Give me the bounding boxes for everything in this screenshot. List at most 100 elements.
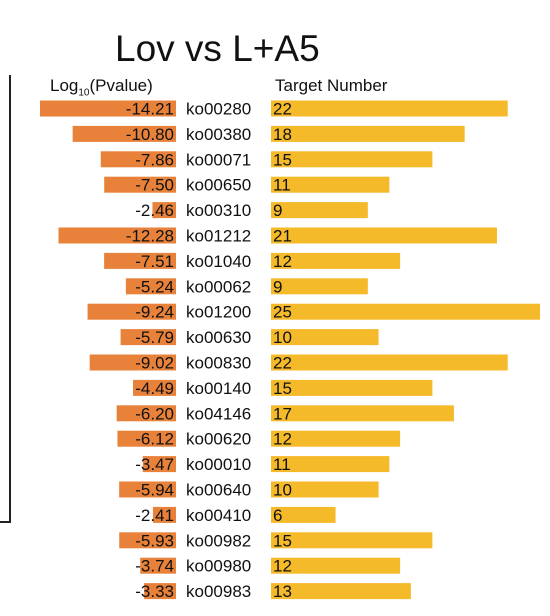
target-bar bbox=[271, 506, 336, 523]
target-label: 21 bbox=[273, 227, 292, 246]
pvalue-label: -3.74 bbox=[135, 557, 174, 576]
target-label: 17 bbox=[273, 404, 292, 423]
pvalue-bar bbox=[119, 532, 176, 549]
pvalue-bar bbox=[40, 100, 176, 117]
pvalue-bar bbox=[87, 303, 176, 320]
target-label: 11 bbox=[273, 176, 291, 195]
target-label: 12 bbox=[273, 557, 292, 576]
pvalue-header: Log10(Pvalue) bbox=[50, 76, 153, 98]
target-label: 15 bbox=[273, 379, 292, 398]
ko-id-label: ko00630 bbox=[186, 328, 251, 347]
pvalue-header-prefix: Log bbox=[50, 76, 79, 95]
target-bar bbox=[271, 303, 540, 320]
pvalue-bar bbox=[72, 125, 176, 142]
ko-id-label: ko00982 bbox=[186, 531, 251, 550]
pvalue-bar bbox=[58, 227, 177, 244]
target-bar bbox=[271, 557, 401, 574]
ko-id-label: ko00280 bbox=[186, 100, 251, 119]
pvalue-label: -9.24 bbox=[135, 303, 174, 322]
ko-id-label: ko00830 bbox=[186, 354, 251, 373]
pvalue-label: -14.21 bbox=[126, 100, 174, 119]
pvalue-label: -7.50 bbox=[135, 176, 174, 195]
pvalue-bar bbox=[133, 379, 176, 396]
pvalue-bar bbox=[117, 430, 176, 447]
target-label: 6 bbox=[273, 506, 282, 525]
pvalue-bar bbox=[116, 405, 176, 422]
ko-id-label: ko00983 bbox=[186, 582, 251, 601]
pvalue-label: -5.79 bbox=[135, 328, 174, 347]
pvalue-header-suffix: (Pvalue) bbox=[89, 76, 153, 95]
pvalue-bar bbox=[142, 456, 176, 473]
pvalue-bar bbox=[100, 151, 176, 168]
pvalue-label: -10.80 bbox=[126, 125, 174, 144]
ko-id-label: ko00380 bbox=[186, 125, 251, 144]
pvalue-label: -5.24 bbox=[135, 277, 174, 296]
ko-id-label: ko00310 bbox=[186, 201, 251, 220]
target-label: 18 bbox=[273, 125, 292, 144]
pvalue-label: -5.93 bbox=[135, 531, 174, 550]
ko-id-label: ko04146 bbox=[186, 404, 251, 423]
pvalue-bar bbox=[120, 329, 176, 346]
target-label: 15 bbox=[273, 531, 292, 550]
pvalue-bar bbox=[104, 252, 176, 269]
ko-id-label: ko00010 bbox=[186, 455, 251, 474]
ko-id-label: ko01212 bbox=[186, 227, 251, 246]
ko-id-label: ko00640 bbox=[186, 481, 251, 500]
target-bar bbox=[271, 100, 508, 117]
pvalue-header-subscript: 10 bbox=[78, 87, 90, 99]
ko-id-label: ko00140 bbox=[186, 379, 251, 398]
target-label: 15 bbox=[273, 150, 292, 169]
target-label: 22 bbox=[273, 354, 292, 373]
pvalue-label: -3.47 bbox=[135, 455, 174, 474]
ko-id-label: ko01200 bbox=[186, 303, 251, 322]
pvalue-bar bbox=[152, 202, 176, 219]
target-bar bbox=[271, 430, 401, 447]
ko-id-label: ko01040 bbox=[186, 252, 251, 271]
pvalue-label: -6.12 bbox=[135, 430, 174, 449]
target-bar bbox=[271, 227, 497, 244]
pvalue-label: -6.20 bbox=[135, 404, 174, 423]
target-bar bbox=[271, 532, 433, 549]
target-bar bbox=[271, 405, 454, 422]
ko-id-label: ko00980 bbox=[186, 557, 251, 576]
target-bar bbox=[271, 202, 368, 219]
target-label: 12 bbox=[273, 252, 292, 271]
pvalue-label: -5.94 bbox=[135, 481, 174, 500]
pvalue-bar bbox=[119, 481, 176, 498]
pvalue-bar bbox=[89, 354, 176, 371]
target-bar bbox=[271, 151, 433, 168]
pvalue-label: -12.28 bbox=[126, 227, 174, 246]
target-bar bbox=[271, 329, 379, 346]
pvalue-label: -7.86 bbox=[135, 150, 174, 169]
ko-id-label: ko00620 bbox=[186, 430, 251, 449]
target-bar bbox=[271, 456, 390, 473]
pvalue-label: -2.46 bbox=[135, 201, 174, 220]
target-label: 10 bbox=[273, 328, 292, 347]
pvalue-label: -7.51 bbox=[135, 252, 174, 271]
pvalue-bar bbox=[125, 278, 176, 295]
pvalue-bar bbox=[144, 583, 176, 600]
pvalue-bar bbox=[152, 506, 176, 523]
left-frame-line bbox=[9, 75, 11, 522]
target-bar bbox=[271, 125, 465, 142]
pvalue-bar bbox=[104, 176, 176, 193]
chart-title: Lov vs L+A5 bbox=[115, 28, 320, 69]
target-label: 10 bbox=[273, 481, 292, 500]
ko-id-label: ko00071 bbox=[186, 150, 251, 169]
pvalue-label: -4.49 bbox=[135, 379, 174, 398]
target-number-header: Target Number bbox=[275, 76, 388, 95]
target-bar bbox=[271, 176, 390, 193]
target-bar bbox=[271, 354, 508, 371]
target-bar bbox=[271, 583, 411, 600]
target-label: 12 bbox=[273, 430, 292, 449]
target-label: 9 bbox=[273, 277, 282, 296]
pvalue-bar bbox=[140, 557, 176, 574]
ko-id-label: ko00410 bbox=[186, 506, 251, 525]
target-label: 25 bbox=[273, 303, 292, 322]
pvalue-label: -9.02 bbox=[135, 354, 174, 373]
target-label: 11 bbox=[273, 455, 291, 474]
target-label: 13 bbox=[273, 582, 292, 601]
ko-id-label: ko00650 bbox=[186, 176, 251, 195]
